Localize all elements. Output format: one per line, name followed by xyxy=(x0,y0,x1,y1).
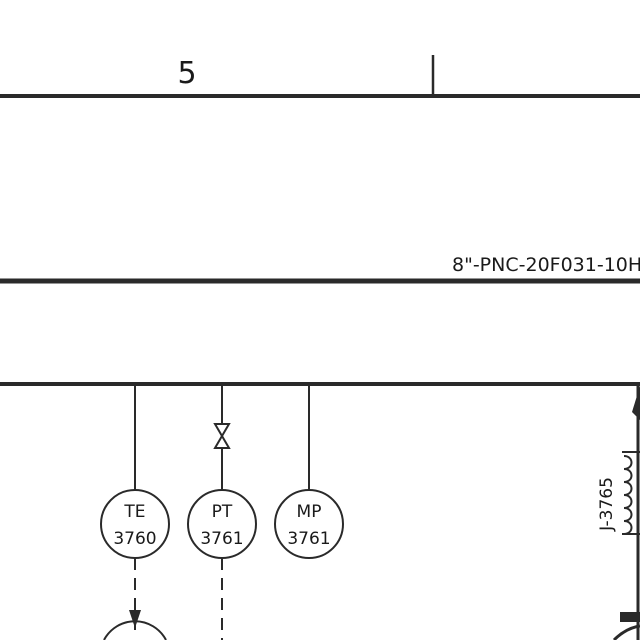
line-number-label: 8"-PNC-20F031-10H xyxy=(452,254,640,276)
heat-tracing-curve xyxy=(612,624,640,640)
pt-root-valve-icon xyxy=(213,423,231,449)
heat-tracing-group: J-3765 xyxy=(597,386,640,640)
instrument-function-pt: PT xyxy=(212,502,233,522)
instrument-number-mp: 3761 xyxy=(287,529,330,549)
instrument-bubble-mp: MP 3761 xyxy=(274,489,344,559)
downstream-instrument-bubble xyxy=(103,620,167,640)
instrument-bubble-te: TE 3760 xyxy=(100,489,170,559)
heat-tracing-label: J-3765 xyxy=(597,477,617,532)
instrument-function-mp: MP xyxy=(297,502,322,522)
instrument-number-te: 3760 xyxy=(113,529,156,549)
heat-tracing-support-icon xyxy=(620,612,640,622)
zone-number: 5 xyxy=(177,56,196,91)
instrument-function-te: TE xyxy=(123,502,145,522)
te-signal-arrowhead xyxy=(129,610,141,628)
instrument-bubble-pt: PT 3761 xyxy=(187,489,257,559)
instrument-number-pt: 3761 xyxy=(200,529,243,549)
heat-tracing-coil-icon xyxy=(623,455,633,535)
